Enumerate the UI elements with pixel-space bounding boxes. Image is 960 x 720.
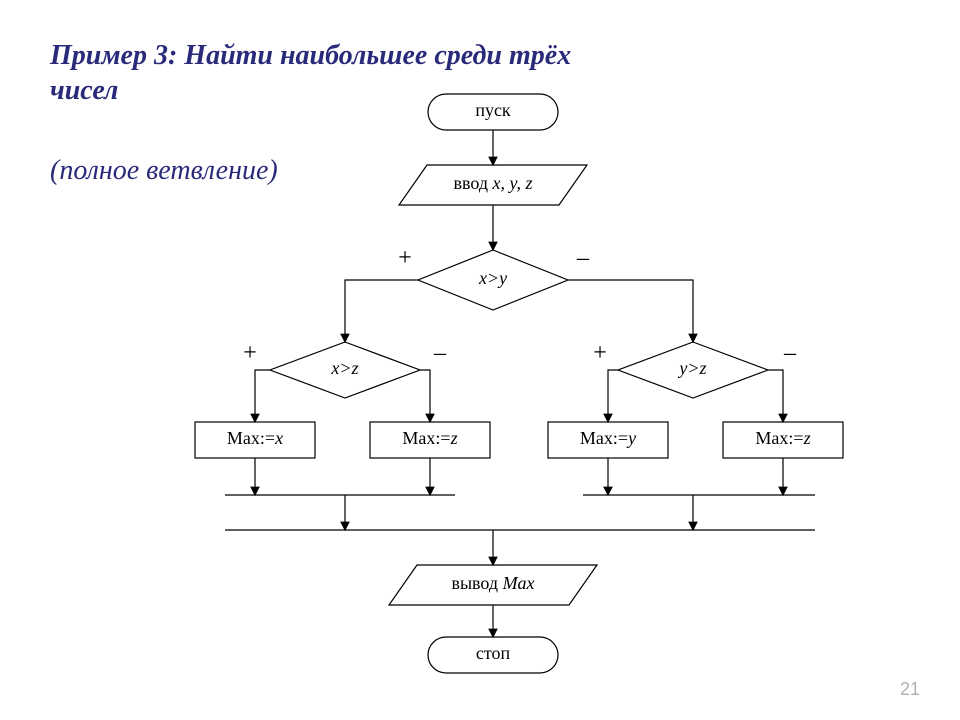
svg-text:+: +: [243, 340, 257, 366]
svg-text:–: –: [433, 340, 447, 366]
svg-text:Max:=y: Max:=y: [580, 428, 636, 448]
svg-text:вывод Max: вывод Max: [451, 573, 534, 593]
svg-text:Max:=z: Max:=z: [402, 428, 457, 448]
svg-text:ввод x, y, z: ввод x, y, z: [453, 173, 532, 193]
svg-text:пуск: пуск: [475, 100, 511, 120]
svg-text:x>z: x>z: [330, 358, 358, 378]
svg-text:x>y: x>y: [478, 268, 507, 288]
svg-text:+: +: [398, 245, 412, 271]
svg-text:Max:=z: Max:=z: [755, 428, 810, 448]
svg-text:y>z: y>z: [677, 358, 706, 378]
svg-text:стоп: стоп: [476, 643, 511, 663]
svg-text:Max:=x: Max:=x: [227, 428, 283, 448]
svg-text:–: –: [783, 340, 797, 366]
svg-text:–: –: [576, 245, 590, 271]
svg-text:+: +: [593, 340, 607, 366]
flowchart: пуск ввод x, y, z x>y x>z y>z Max:=x Max:=z Max…: [0, 0, 960, 720]
